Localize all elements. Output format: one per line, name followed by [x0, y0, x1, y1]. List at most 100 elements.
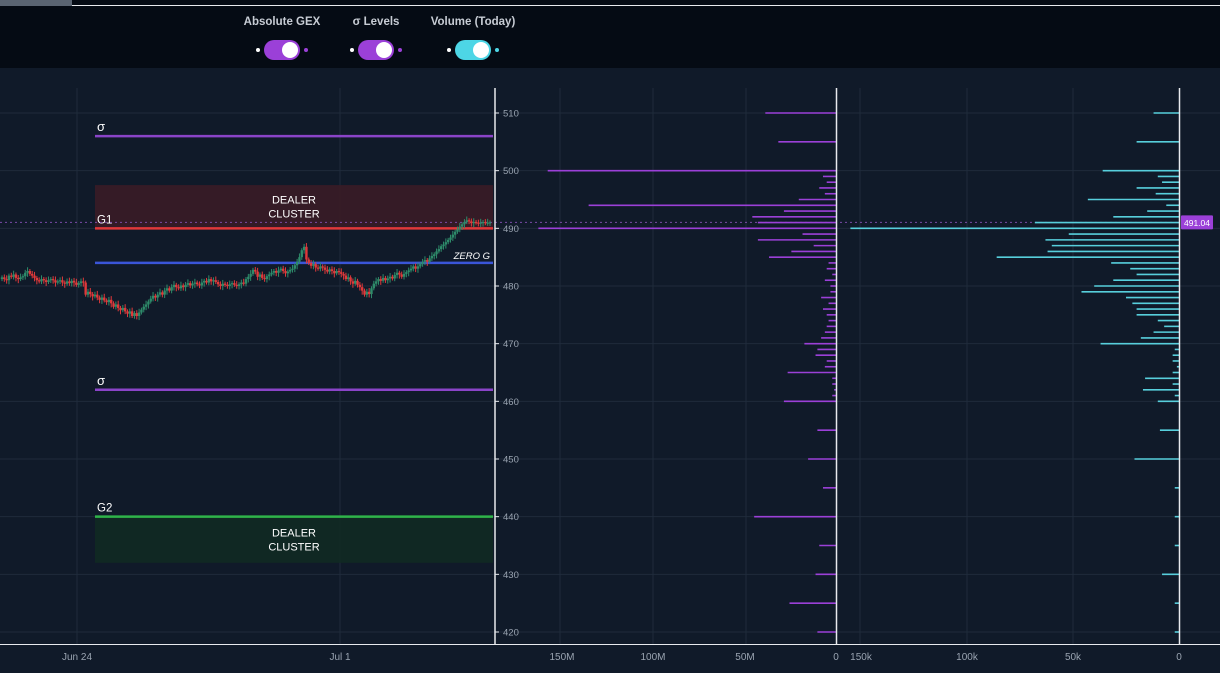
candle-body: [123, 307, 127, 312]
candle-body: [209, 279, 213, 282]
candle-body: [226, 284, 229, 287]
candle-body: [142, 306, 145, 310]
tab-divider: [72, 5, 1220, 6]
volume-x-tick-label: 50k: [1065, 652, 1082, 663]
active-tab-indicator: [0, 0, 72, 6]
y-tick-label: 450: [503, 455, 519, 466]
candle-body: [377, 279, 380, 282]
candle-body: [446, 239, 450, 243]
candle-body: [284, 271, 287, 274]
candle-body: [391, 276, 394, 279]
candle-body: [472, 221, 475, 224]
candle-body: [321, 266, 324, 268]
candle-body: [272, 271, 276, 273]
candle-body: [10, 275, 13, 277]
candle-body: [186, 283, 190, 285]
candle-body: [256, 271, 259, 277]
candle-body: [474, 221, 478, 224]
candle-body: [205, 280, 208, 283]
candle-body: [314, 264, 317, 268]
y-tick-label: 440: [503, 512, 519, 523]
candle-body: [270, 272, 273, 275]
candle-body: [56, 281, 59, 283]
dealer-cluster-label: DEALER: [272, 195, 316, 207]
y-tick-label: 460: [503, 397, 519, 408]
candle-body: [144, 304, 148, 307]
candle-body: [228, 284, 231, 286]
candle-body: [275, 271, 278, 273]
toggle-sigma-levels[interactable]: σ Levels: [316, 16, 436, 60]
candle-body: [168, 288, 171, 291]
candle-body: [242, 282, 245, 284]
candle-body: [72, 280, 76, 283]
toggle-volume-today-label: Volume (Today): [430, 16, 516, 28]
candle-body: [363, 290, 366, 295]
candle-body: [351, 281, 355, 284]
candle-body: [456, 229, 459, 232]
candle-body: [393, 275, 396, 279]
candle-body: [96, 294, 99, 298]
candle-body: [453, 231, 457, 235]
candle-body: [24, 272, 27, 277]
candle-body: [37, 280, 41, 282]
candle-body: [184, 284, 187, 288]
candle-body: [33, 275, 36, 278]
zero-g-label: ZERO G: [453, 251, 490, 262]
candle-body: [288, 269, 292, 272]
current-price-label: 491.04: [1184, 218, 1210, 228]
candle-body: [381, 277, 385, 281]
candle-body: [488, 222, 492, 224]
candle-body: [263, 277, 266, 280]
dealer-cluster-label: CLUSTER: [268, 209, 319, 221]
candle-body: [12, 274, 15, 277]
y-tick-label: 430: [503, 570, 519, 581]
candle-body: [107, 299, 111, 303]
level-label: G2: [97, 503, 112, 515]
candle-body: [328, 269, 331, 272]
candle-body: [240, 282, 243, 285]
candle-body: [316, 267, 320, 269]
toggle-volume-today[interactable]: Volume (Today): [413, 16, 533, 60]
candle-body: [384, 277, 387, 281]
candle-body: [135, 313, 138, 316]
candle-body: [386, 278, 389, 281]
candle-body: [112, 303, 115, 307]
switch-on-dot: [398, 48, 402, 52]
y-tick-label: 510: [503, 109, 519, 120]
candle-body: [233, 283, 236, 285]
candle-body: [121, 307, 125, 311]
candle-body: [40, 279, 43, 282]
candle-body: [44, 280, 48, 282]
candle-body: [77, 283, 80, 285]
candle-body: [42, 279, 46, 281]
candle-body: [126, 311, 129, 314]
candle-body: [258, 274, 262, 277]
switch-knob: [282, 42, 298, 58]
candle-body: [89, 291, 92, 295]
candle-body: [75, 282, 78, 285]
toggle-absolute-gex[interactable]: Absolute GEX: [222, 16, 342, 60]
candle-body: [212, 280, 215, 282]
volume-today-switch[interactable]: [447, 40, 499, 60]
price-candles: [0, 216, 492, 321]
candle-body: [114, 304, 118, 307]
candle-body: [151, 295, 155, 299]
candle-body: [307, 259, 310, 263]
candle-body: [484, 221, 487, 224]
volume-x-tick-label: 150k: [850, 652, 873, 663]
candle-body: [17, 277, 20, 280]
absolute-gex-switch[interactable]: [256, 40, 308, 60]
candle-body: [416, 266, 420, 269]
candle-body: [7, 275, 11, 281]
candle-body: [221, 283, 224, 286]
chart-axes: [0, 88, 1220, 645]
level-lines: σ G1 ZERO G σ G2 491.04: [0, 119, 1213, 518]
candle-body: [0, 277, 4, 280]
sigma-levels-switch[interactable]: [350, 40, 402, 60]
candle-body: [458, 226, 461, 230]
candle-body: [323, 267, 327, 270]
dealer-cluster-zone: [95, 516, 493, 563]
candle-body: [254, 269, 257, 272]
candle-body: [70, 280, 73, 284]
candle-body: [340, 272, 343, 274]
